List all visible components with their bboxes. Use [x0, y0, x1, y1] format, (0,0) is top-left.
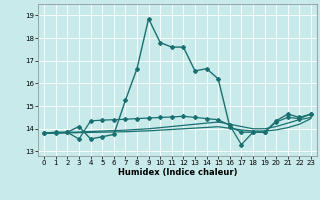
X-axis label: Humidex (Indice chaleur): Humidex (Indice chaleur) — [118, 168, 237, 177]
